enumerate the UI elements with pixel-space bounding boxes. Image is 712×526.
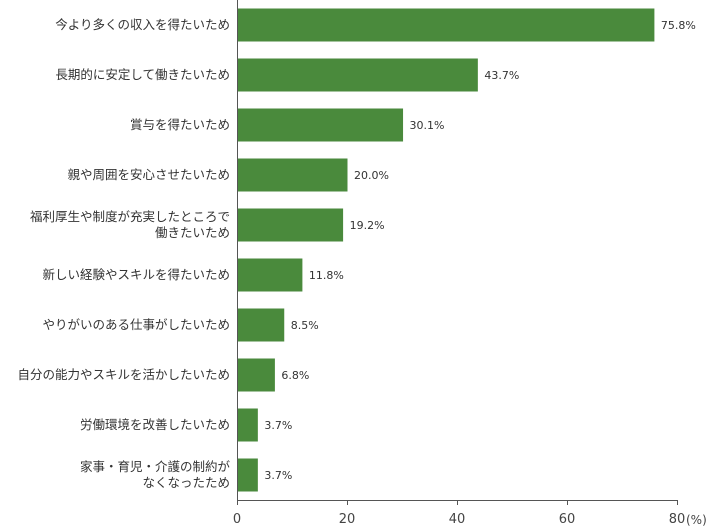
value-label: 6.8% (281, 369, 309, 382)
x-tick-label: 20 (339, 512, 356, 526)
category-label: 労働環境を改善したいため (80, 417, 230, 432)
value-label: 19.2% (350, 219, 385, 232)
bar (237, 358, 275, 392)
value-label: 75.8% (661, 19, 696, 32)
x-tick-label: 80 (669, 512, 686, 526)
bar (237, 58, 478, 92)
value-label: 11.8% (309, 269, 344, 282)
x-tick-label: 0 (233, 512, 241, 526)
bar (237, 158, 348, 192)
category-labels: 今より多くの収入を得たいため長期的に安定して働きたいため賞与を得たいため親や周囲… (17, 17, 230, 490)
value-label: 8.5% (291, 319, 319, 332)
category-label: 家事・育児・介護の制約が (80, 459, 231, 474)
category-label: 自分の能力やスキルを活かしたいため (17, 367, 230, 382)
bar (237, 258, 303, 292)
category-label: やりがいのある仕事がしたいため (42, 317, 230, 332)
category-label: 働きたいため (155, 225, 230, 240)
value-label: 30.1% (410, 119, 445, 132)
value-label: 43.7% (484, 69, 519, 82)
category-label: 親や周囲を安心させたいため (67, 167, 230, 182)
category-label: 今より多くの収入を得たいため (55, 17, 230, 32)
bars-group (237, 8, 655, 492)
category-label: なくなったため (142, 475, 230, 490)
category-label: 長期的に安定して働きたいため (55, 67, 230, 82)
category-label: 新しい経験やスキルを得たいため (42, 267, 230, 282)
bar (237, 408, 258, 442)
x-axis-ticks: 0 20 40 60 80 (233, 500, 685, 526)
value-label: 3.7% (264, 419, 292, 432)
bar (237, 308, 285, 342)
bar (237, 208, 344, 242)
x-tick-label: 60 (559, 512, 576, 526)
x-tick-label: 40 (449, 512, 466, 526)
value-label: 20.0% (354, 169, 389, 182)
value-labels: 75.8% 43.7% 30.1% 20.0% 19.2% 11.8% 8.5% 6.8% 3.… (264, 19, 696, 482)
bar (237, 458, 258, 492)
bar (237, 108, 404, 142)
x-axis-unit-label: (%) (686, 513, 707, 526)
value-label: 3.7% (264, 469, 292, 482)
category-label: 賞与を得たいため (130, 117, 230, 132)
bar (237, 8, 655, 42)
category-label: 福利厚生や制度が充実したところで (30, 209, 230, 224)
